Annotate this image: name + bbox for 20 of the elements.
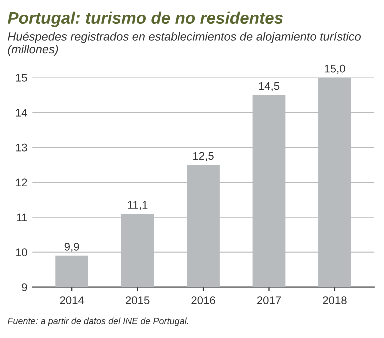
data-label: 15,0 xyxy=(325,64,346,74)
data-label: 9,9 xyxy=(64,243,80,252)
source-note: Fuente: a partir de datos del INE de Portugal. xyxy=(8,318,188,326)
x-tick-label: 2017 xyxy=(257,296,282,304)
y-tick-label: 13 xyxy=(16,144,28,152)
x-tick-label: 2016 xyxy=(192,296,216,304)
x-tick-label: 2015 xyxy=(126,296,150,304)
y-tick-label: 9 xyxy=(22,284,28,292)
data-label: 12,5 xyxy=(194,152,214,162)
chart-title: Portugal: turismo de no residentes xyxy=(8,12,284,28)
data-label: 11,1 xyxy=(128,201,148,210)
y-tick-label: 14 xyxy=(16,109,28,117)
y-tick-label: 10 xyxy=(16,248,28,257)
y-tick-label: 12 xyxy=(16,178,28,187)
y-tick-label: 15 xyxy=(16,74,28,82)
x-tick-label: 2018 xyxy=(323,296,347,304)
y-tick-label: 11 xyxy=(17,214,28,222)
x-tick-label: 2014 xyxy=(60,296,84,304)
chart-subtitle: Huéspedes registrados en establecimientos de alojamiento turístico (millones) xyxy=(8,32,362,56)
data-label: 14,5 xyxy=(259,82,280,92)
